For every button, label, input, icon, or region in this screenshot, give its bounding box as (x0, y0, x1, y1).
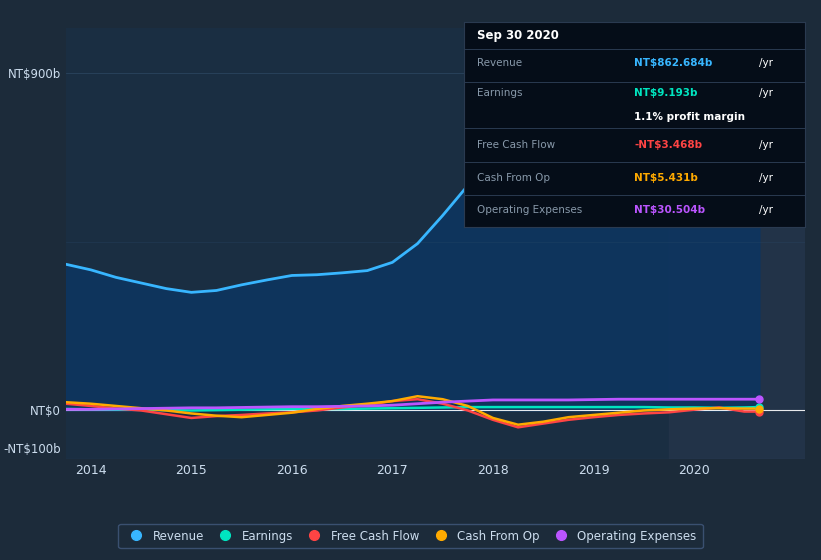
Text: Operating Expenses: Operating Expenses (478, 206, 583, 216)
Text: Earnings: Earnings (478, 88, 523, 98)
Legend: Revenue, Earnings, Free Cash Flow, Cash From Op, Operating Expenses: Revenue, Earnings, Free Cash Flow, Cash … (118, 524, 703, 548)
Text: Cash From Op: Cash From Op (478, 172, 551, 183)
Text: /yr: /yr (759, 172, 773, 183)
Text: /yr: /yr (759, 88, 773, 98)
Text: /yr: /yr (759, 58, 773, 68)
Text: -NT$3.468b: -NT$3.468b (635, 140, 702, 150)
Text: NT$30.504b: NT$30.504b (635, 206, 705, 216)
Text: Sep 30 2020: Sep 30 2020 (478, 29, 559, 42)
Text: NT$9.193b: NT$9.193b (635, 88, 698, 98)
Text: /yr: /yr (759, 206, 773, 216)
Text: NT$862.684b: NT$862.684b (635, 58, 713, 68)
Text: 1.1% profit margin: 1.1% profit margin (635, 113, 745, 123)
Text: /yr: /yr (759, 140, 773, 150)
Bar (669, 28, 805, 459)
Text: Free Cash Flow: Free Cash Flow (478, 140, 556, 150)
Text: NT$5.431b: NT$5.431b (635, 172, 698, 183)
Text: Revenue: Revenue (478, 58, 523, 68)
